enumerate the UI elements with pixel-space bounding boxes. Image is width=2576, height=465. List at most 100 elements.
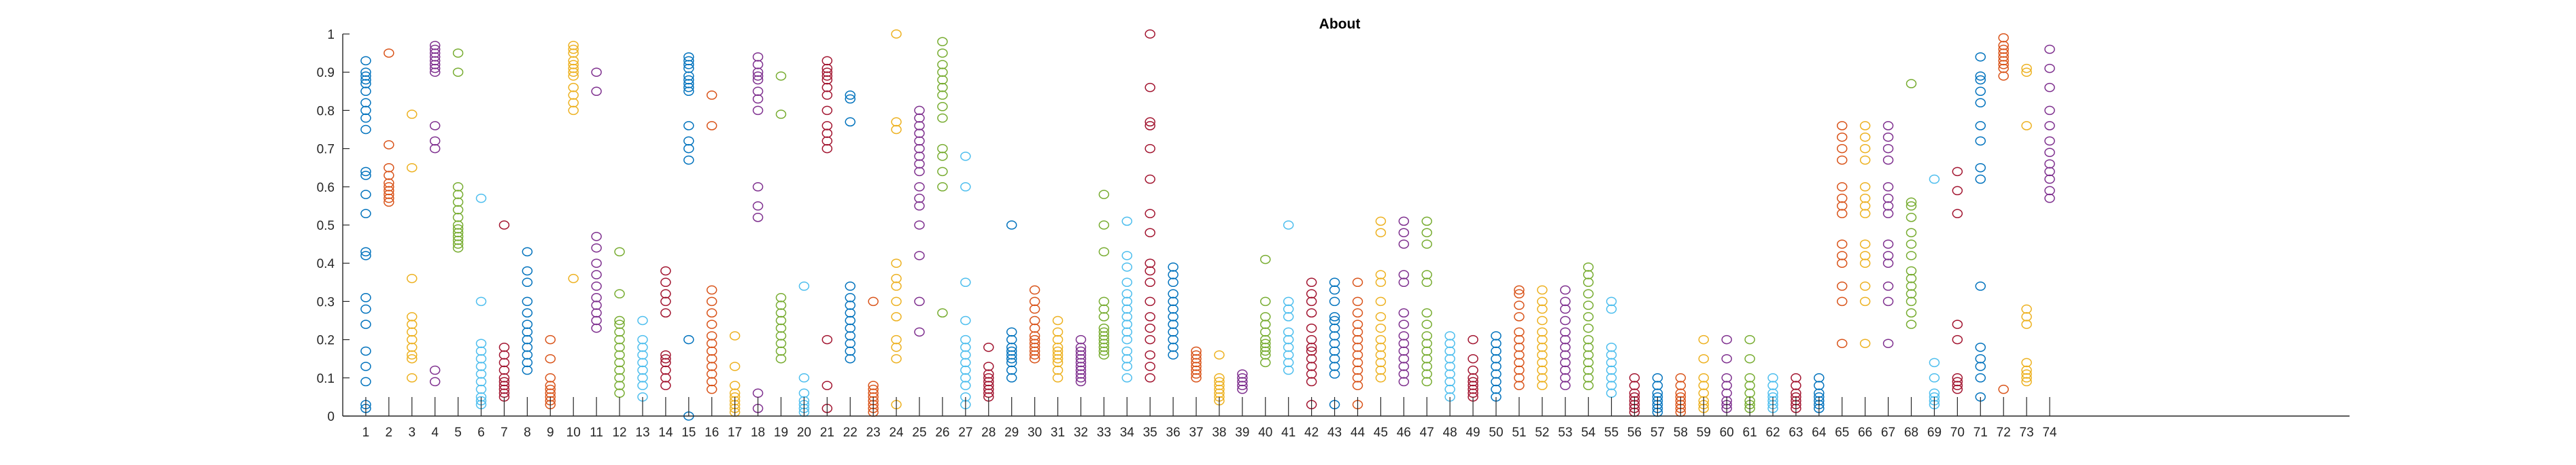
data-point bbox=[1975, 174, 1986, 184]
data-point bbox=[1260, 312, 1271, 322]
data-point bbox=[1398, 228, 1410, 237]
data-point bbox=[1260, 254, 1271, 264]
data-point bbox=[706, 346, 717, 356]
data-point bbox=[498, 377, 510, 387]
data-point bbox=[845, 354, 855, 364]
data-point bbox=[1859, 201, 1871, 211]
x-tick-label: 57 bbox=[1650, 426, 1665, 440]
data-point bbox=[660, 266, 671, 276]
data-point bbox=[1375, 334, 1387, 345]
data-point bbox=[2021, 369, 2032, 379]
data-point bbox=[960, 315, 971, 326]
data-point bbox=[752, 71, 764, 81]
data-point bbox=[591, 300, 602, 310]
data-point bbox=[1191, 346, 1202, 356]
data-point bbox=[914, 121, 925, 131]
data-point bbox=[937, 308, 948, 318]
data-point bbox=[868, 381, 879, 390]
data-point bbox=[1582, 312, 1594, 322]
x-tick-label: 51 bbox=[1512, 426, 1526, 440]
data-point bbox=[1098, 343, 1110, 352]
data-point bbox=[683, 155, 694, 165]
data-point bbox=[1398, 377, 1410, 387]
data-point bbox=[983, 381, 994, 390]
data-point bbox=[1352, 350, 1363, 360]
data-point bbox=[1559, 296, 1571, 307]
data-point bbox=[1306, 308, 1317, 318]
data-point bbox=[660, 358, 671, 368]
data-point bbox=[545, 334, 556, 345]
data-point bbox=[1537, 327, 1548, 337]
data-point bbox=[1145, 174, 1155, 184]
data-point bbox=[1514, 358, 1525, 368]
data-point bbox=[1121, 289, 1133, 298]
data-point bbox=[1075, 350, 1087, 360]
data-point bbox=[1998, 56, 2009, 66]
data-point bbox=[683, 79, 694, 88]
x-tick-label: 17 bbox=[728, 426, 742, 440]
data-point bbox=[452, 48, 464, 58]
x-tick-label: 52 bbox=[1535, 426, 1549, 440]
data-point bbox=[706, 354, 717, 364]
data-point bbox=[1121, 362, 1133, 371]
data-point bbox=[1121, 334, 1133, 345]
data-point bbox=[1075, 358, 1087, 368]
data-point bbox=[660, 308, 671, 318]
data-point bbox=[1191, 365, 1202, 375]
data-point bbox=[1468, 365, 1478, 375]
data-point bbox=[1398, 362, 1410, 371]
data-point bbox=[868, 384, 879, 394]
y-tick-label: 1 bbox=[327, 28, 335, 42]
data-point bbox=[522, 266, 533, 276]
x-tick-label: 36 bbox=[1166, 426, 1181, 440]
data-point bbox=[1905, 296, 1917, 307]
data-point bbox=[752, 182, 764, 192]
data-point bbox=[914, 251, 925, 260]
x-tick-label: 7 bbox=[501, 426, 508, 440]
data-point bbox=[1145, 362, 1155, 371]
data-point bbox=[2044, 44, 2055, 54]
data-point bbox=[1352, 334, 1363, 345]
data-point bbox=[1306, 362, 1317, 371]
data-point bbox=[568, 56, 579, 66]
data-point bbox=[1698, 381, 1710, 390]
data-point bbox=[983, 384, 994, 394]
data-point bbox=[1559, 373, 1571, 383]
data-point bbox=[1421, 228, 1432, 237]
data-point bbox=[1052, 373, 1064, 383]
data-point bbox=[1905, 320, 1917, 329]
data-point bbox=[568, 273, 579, 283]
y-tick-label: 0.7 bbox=[317, 143, 335, 157]
x-tick-label: 10 bbox=[566, 426, 581, 440]
data-point bbox=[1098, 346, 1110, 356]
data-point bbox=[937, 75, 948, 85]
data-point bbox=[1698, 354, 1710, 364]
data-point bbox=[914, 159, 925, 169]
data-point bbox=[1837, 143, 1848, 154]
data-point bbox=[1329, 315, 1340, 326]
data-point bbox=[683, 71, 694, 81]
x-tick-label: 31 bbox=[1051, 426, 1065, 440]
data-point bbox=[1375, 373, 1387, 383]
data-point bbox=[1606, 296, 1617, 307]
data-point bbox=[1559, 358, 1571, 368]
data-point bbox=[1306, 346, 1317, 356]
data-point bbox=[2044, 148, 2055, 157]
data-point bbox=[660, 365, 671, 375]
data-point bbox=[1952, 320, 1963, 329]
data-point bbox=[2044, 174, 2055, 184]
data-point bbox=[752, 201, 764, 211]
x-tick-label: 28 bbox=[981, 426, 996, 440]
data-point bbox=[1098, 190, 1110, 199]
data-point bbox=[914, 136, 925, 146]
data-point bbox=[1283, 334, 1294, 345]
data-point bbox=[522, 334, 533, 345]
data-point bbox=[1145, 373, 1155, 383]
data-point bbox=[1559, 304, 1571, 314]
data-point bbox=[752, 67, 764, 77]
data-point bbox=[891, 29, 902, 39]
data-point bbox=[752, 75, 764, 85]
data-point bbox=[1952, 373, 1963, 383]
y-tick-label: 0.5 bbox=[317, 219, 335, 233]
data-point bbox=[1029, 331, 1040, 341]
